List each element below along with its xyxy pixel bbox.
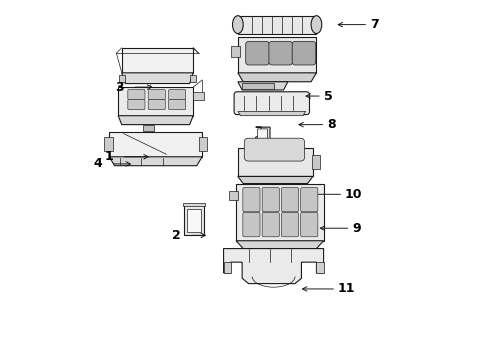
Polygon shape <box>238 37 317 73</box>
Polygon shape <box>190 75 196 82</box>
Text: 2: 2 <box>172 229 181 242</box>
Text: 9: 9 <box>352 222 361 235</box>
Polygon shape <box>238 111 306 116</box>
FancyBboxPatch shape <box>243 212 260 237</box>
FancyBboxPatch shape <box>169 90 186 100</box>
FancyBboxPatch shape <box>234 92 310 114</box>
Polygon shape <box>236 184 323 241</box>
FancyBboxPatch shape <box>292 41 316 65</box>
Polygon shape <box>238 82 288 90</box>
Polygon shape <box>143 125 154 131</box>
Polygon shape <box>118 116 193 125</box>
FancyBboxPatch shape <box>169 100 186 110</box>
FancyBboxPatch shape <box>243 188 260 212</box>
Polygon shape <box>223 262 231 273</box>
FancyBboxPatch shape <box>262 212 279 237</box>
Polygon shape <box>238 73 317 82</box>
Polygon shape <box>317 262 323 273</box>
Polygon shape <box>242 83 273 89</box>
FancyBboxPatch shape <box>128 100 145 110</box>
Text: 8: 8 <box>327 118 336 131</box>
Text: 7: 7 <box>370 18 379 31</box>
Text: 1: 1 <box>104 150 113 163</box>
Polygon shape <box>238 176 313 184</box>
Polygon shape <box>231 46 240 57</box>
Polygon shape <box>238 16 317 33</box>
FancyBboxPatch shape <box>245 138 305 161</box>
FancyBboxPatch shape <box>148 100 165 110</box>
Ellipse shape <box>232 16 243 33</box>
FancyBboxPatch shape <box>128 90 145 100</box>
Polygon shape <box>183 203 205 206</box>
Polygon shape <box>198 137 207 152</box>
Text: 11: 11 <box>338 283 355 296</box>
Polygon shape <box>193 93 204 100</box>
FancyBboxPatch shape <box>148 90 165 100</box>
Polygon shape <box>187 208 201 232</box>
Polygon shape <box>109 157 202 166</box>
Polygon shape <box>118 87 193 116</box>
Polygon shape <box>229 191 238 200</box>
FancyBboxPatch shape <box>281 212 298 237</box>
FancyBboxPatch shape <box>301 188 318 212</box>
Text: 6: 6 <box>292 150 300 163</box>
Text: 5: 5 <box>323 90 332 103</box>
Polygon shape <box>236 241 323 249</box>
FancyBboxPatch shape <box>262 188 279 212</box>
Text: 10: 10 <box>345 188 363 201</box>
Text: 4: 4 <box>94 157 102 170</box>
Polygon shape <box>223 249 323 284</box>
Polygon shape <box>122 48 193 73</box>
Polygon shape <box>312 155 320 169</box>
Polygon shape <box>258 129 268 144</box>
Text: 3: 3 <box>115 81 123 94</box>
FancyBboxPatch shape <box>301 212 318 237</box>
Ellipse shape <box>311 16 322 33</box>
Polygon shape <box>184 205 204 235</box>
Polygon shape <box>119 75 125 82</box>
Polygon shape <box>104 137 113 152</box>
Polygon shape <box>122 73 193 84</box>
Polygon shape <box>238 148 313 176</box>
Polygon shape <box>256 127 270 148</box>
FancyBboxPatch shape <box>245 41 270 65</box>
FancyBboxPatch shape <box>269 41 293 65</box>
FancyBboxPatch shape <box>281 188 298 212</box>
Polygon shape <box>109 132 202 157</box>
